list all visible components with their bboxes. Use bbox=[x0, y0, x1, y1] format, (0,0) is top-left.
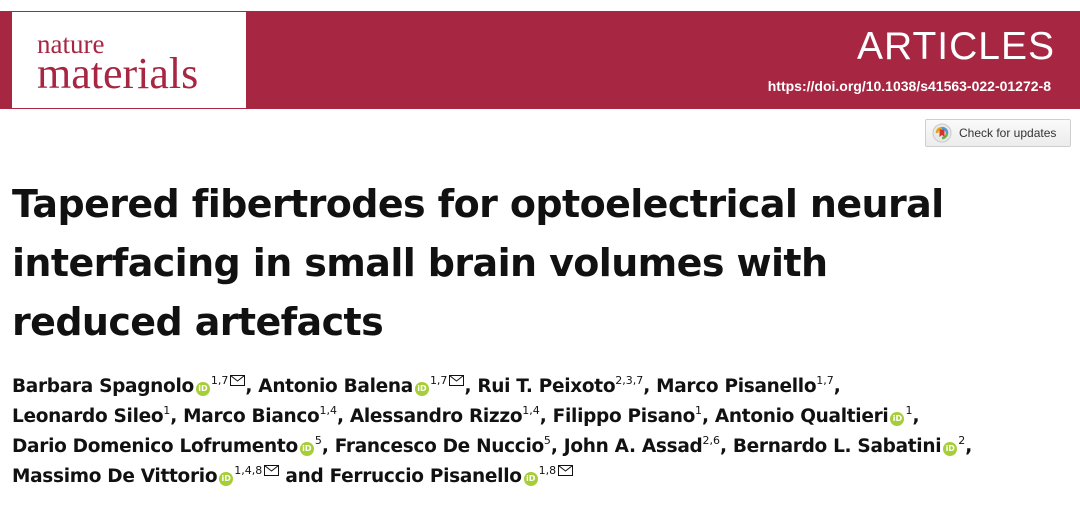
author-name[interactable]: Barbara Spagnolo bbox=[12, 376, 194, 397]
author-entry[interactable]: Bernardo L. Sabatini iD2 bbox=[732, 434, 966, 457]
envelope-icon[interactable] bbox=[558, 465, 574, 476]
author-entry[interactable]: Ferruccio Pisanello iD1,8 bbox=[329, 464, 574, 487]
affiliation-number: 1 bbox=[695, 404, 703, 417]
section-label: ARTICLES bbox=[856, 25, 1055, 68]
author-name[interactable]: Bernardo L. Sabatini bbox=[732, 436, 942, 457]
affiliation-number: 1,7 bbox=[210, 374, 229, 387]
author-entry[interactable]: Francesco De Nuccio5 bbox=[334, 434, 551, 457]
check-for-updates-button[interactable]: Check for updates bbox=[925, 119, 1071, 147]
author-entry[interactable]: Filippo Pisano1 bbox=[552, 404, 703, 427]
author-entry[interactable]: Barbara Spagnolo iD1,7 bbox=[12, 374, 246, 397]
envelope-icon[interactable] bbox=[264, 465, 280, 476]
author-entry[interactable]: Massimo De Vittorio iD1,4,8 bbox=[12, 464, 280, 487]
affiliation-number: 2,3,7 bbox=[615, 374, 644, 387]
author-entry[interactable]: Antonio Qualtieri iD1 bbox=[714, 404, 913, 427]
affiliation-number: 2 bbox=[958, 434, 966, 447]
author-name[interactable]: Francesco De Nuccio bbox=[334, 436, 544, 457]
orcid-icon[interactable]: iD bbox=[195, 382, 210, 396]
author-line: Barbara Spagnolo iD1,7, Antonio Balena iD1… bbox=[12, 374, 841, 397]
affiliation-number: 1 bbox=[163, 404, 171, 417]
author-name[interactable]: Marco Bianco bbox=[183, 406, 320, 427]
envelope-icon[interactable] bbox=[230, 375, 246, 386]
journal-name-line2: materials bbox=[37, 49, 199, 98]
author-entry[interactable]: Dario Domenico Lofrumento iD5 bbox=[12, 434, 322, 457]
author-entry[interactable]: Leonardo Sileo1 bbox=[12, 404, 171, 427]
author-list: Barbara Spagnolo iD1,7, Antonio Balena iD1… bbox=[12, 372, 1072, 492]
author-name[interactable]: Alessandro Rizzo bbox=[349, 406, 523, 427]
author-entry[interactable]: Rui T. Peixoto2,3,7 bbox=[477, 374, 644, 397]
check-for-updates-label: Check for updates bbox=[959, 126, 1057, 140]
orcid-icon[interactable]: iD bbox=[943, 442, 958, 456]
orcid-icon[interactable]: iD bbox=[890, 412, 905, 426]
journal-logo[interactable]: nature materials bbox=[11, 11, 247, 109]
author-entry[interactable]: Marco Bianco1,4 bbox=[183, 404, 337, 427]
orcid-icon[interactable]: iD bbox=[219, 472, 234, 486]
author-line: Massimo De Vittorio iD1,4,8 and Ferruccio… bbox=[12, 462, 1072, 492]
author-name[interactable]: Rui T. Peixoto bbox=[477, 376, 616, 397]
author-name[interactable]: John A. Assad bbox=[563, 436, 703, 457]
author-entry[interactable]: John A. Assad2,6 bbox=[563, 434, 720, 457]
affiliation-number: 2,6 bbox=[702, 434, 720, 447]
orcid-icon[interactable]: iD bbox=[414, 382, 429, 396]
orcid-icon[interactable]: iD bbox=[299, 442, 314, 456]
affiliation-number: 1,4,8 bbox=[234, 464, 263, 477]
affiliation-number: 1,4 bbox=[522, 404, 540, 417]
envelope-icon[interactable] bbox=[449, 375, 465, 386]
author-name[interactable]: Massimo De Vittorio bbox=[12, 466, 218, 487]
affiliation-number: 1,4 bbox=[319, 404, 337, 417]
author-name[interactable]: Filippo Pisano bbox=[552, 406, 696, 427]
check-for-updates-icon bbox=[932, 123, 952, 143]
doi-link[interactable]: https://doi.org/10.1038/s41563-022-01272… bbox=[767, 78, 1051, 94]
affiliation-number: 1,8 bbox=[538, 464, 557, 477]
article-title: Tapered fibertrodes for optoelectrical n… bbox=[12, 175, 1012, 352]
affiliation-number: 5 bbox=[543, 434, 551, 447]
title-line: interfacing in small brain volumes with bbox=[12, 241, 828, 285]
author-name[interactable]: Dario Domenico Lofrumento bbox=[12, 436, 298, 457]
title-line: reduced artefacts bbox=[12, 300, 384, 344]
author-name[interactable]: Leonardo Sileo bbox=[12, 406, 164, 427]
affiliation-number: 1,7 bbox=[816, 374, 834, 387]
affiliation-number: 1 bbox=[905, 404, 913, 417]
author-name[interactable]: Antonio Balena bbox=[258, 376, 413, 397]
author-name[interactable]: Ferruccio Pisanello bbox=[329, 466, 522, 487]
author-line: Leonardo Sileo1, Marco Bianco1,4, Alessa… bbox=[12, 404, 920, 427]
author-conjunction: and bbox=[285, 466, 324, 487]
author-entry[interactable]: Antonio Balena iD1,7 bbox=[258, 374, 465, 397]
title-line: Tapered fibertrodes for optoelectrical n… bbox=[12, 182, 944, 226]
author-entry[interactable]: Alessandro Rizzo1,4 bbox=[349, 404, 540, 427]
author-line: Dario Domenico Lofrumento iD5, Francesco … bbox=[12, 434, 972, 457]
author-name[interactable]: Antonio Qualtieri bbox=[714, 406, 889, 427]
affiliation-number: 5 bbox=[314, 434, 322, 447]
affiliation-number: 1,7 bbox=[429, 374, 448, 387]
orcid-icon[interactable]: iD bbox=[523, 472, 538, 486]
journal-name-line1: nature bbox=[37, 29, 105, 59]
author-name[interactable]: Marco Pisanello bbox=[656, 376, 817, 397]
author-entry[interactable]: Marco Pisanello1,7 bbox=[656, 374, 834, 397]
